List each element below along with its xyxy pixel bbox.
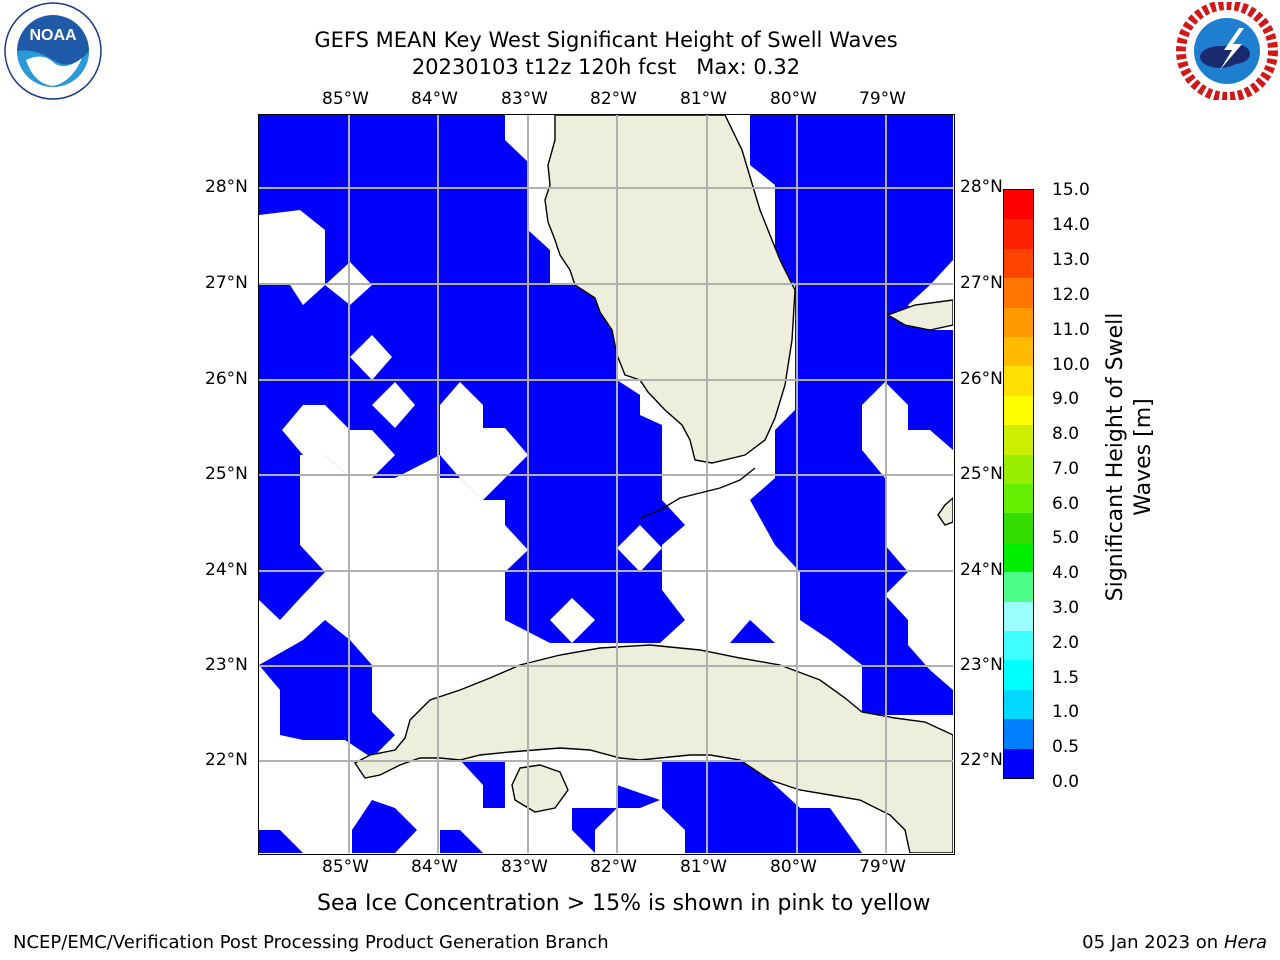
colorbar-segment [1004,542,1033,573]
colorbar-segment [1004,307,1033,337]
chart-title: GEFS MEAN Key West Significant Height of… [314,28,898,52]
nws-logo [1176,0,1278,102]
colorbar-segment [1004,366,1033,396]
colorbar-segment [1004,278,1033,308]
colorbar-tick-9: 9.0 [1052,389,1080,409]
map-panel [258,114,955,855]
lat-label-right-26: 26°N [960,369,1003,389]
lon-label-top-81: 81°W [680,89,727,109]
lon-label-top-83: 83°W [501,89,548,109]
colorbar-segment [1004,483,1033,514]
colorbar-tick-3: 3.0 [1052,598,1080,618]
lon-label-top-79: 79°W [859,89,906,109]
lon-label-bottom-84: 84°W [411,857,458,877]
land [353,115,954,854]
lat-label-left-25: 25°N [205,464,248,484]
colorbar-segment [1004,189,1033,220]
chart-subtitle: 20230103 t12z 120h fcst Max: 0.32 [411,55,801,79]
lat-label-right-22: 22°N [960,750,1003,770]
lon-label-bottom-79: 79°W [859,857,906,877]
graticule [259,115,953,853]
colorbar-tick-5: 5.0 [1052,528,1080,548]
colorbar-tick-14: 14.0 [1052,215,1090,235]
colorbar-segment [1004,219,1033,249]
lat-label-left-23: 23°N [205,655,248,675]
colorbar-segment [1004,630,1033,661]
colorbar-segment [1004,248,1033,279]
lat-label-left-26: 26°N [205,369,248,389]
lat-label-right-27: 27°N [960,273,1003,293]
lat-label-right-28: 28°N [960,177,1003,197]
lon-label-top-82: 82°W [590,89,637,109]
colorbar-segment [1004,513,1033,543]
colorbar-segment [1004,719,1033,749]
colorbar-tick-10: 10.0 [1052,355,1090,375]
lat-label-left-27: 27°N [205,273,248,293]
colorbar-tick-12: 12.0 [1052,285,1090,305]
colorbar-segment [1004,689,1033,720]
footer-date: 05 Jan 2023 on Hera [1082,932,1267,953]
lon-label-bottom-80: 80°W [770,857,817,877]
colorbar-label: Significant Height of Swell Waves [m] [1103,312,1156,602]
colorbar-tick-1: 1.0 [1052,702,1080,722]
lon-label-top-80: 80°W [770,89,817,109]
colorbar-segment [1004,336,1033,367]
colorbar-segment [1004,572,1033,602]
colorbar-tick-4: 4.0 [1052,563,1080,583]
colorbar-tick-1-5: 1.5 [1052,668,1080,688]
colorbar-segment [1004,454,1033,484]
colorbar-segment [1004,660,1033,690]
lon-label-top-84: 84°W [411,89,458,109]
lat-label-left-22: 22°N [205,750,248,770]
colorbar-tick-0-5: 0.5 [1052,737,1080,757]
lat-label-right-25: 25°N [960,464,1003,484]
svg-text:NOAA: NOAA [29,27,77,44]
colorbar-tick-13: 13.0 [1052,250,1090,270]
swell-height-map [259,115,954,854]
lon-label-bottom-82: 82°W [590,857,637,877]
footer-host: Hera [1223,932,1267,953]
colorbar-segment [1004,425,1033,455]
colorbar [1003,189,1034,779]
colorbar-segment [1004,748,1033,778]
colorbar-tick-15: 15.0 [1052,180,1090,200]
colorbar-tick-11: 11.0 [1052,320,1090,340]
sea-ice-note: Sea Ice Concentration > 15% is shown in … [317,891,931,916]
footer-date-text: 05 Jan 2023 on [1082,932,1224,953]
lon-label-top-85: 85°W [322,89,369,109]
lat-label-right-24: 24°N [960,560,1003,580]
colorbar-tick-2: 2.0 [1052,633,1080,653]
lat-label-right-23: 23°N [960,655,1003,675]
colorbar-segment [1004,601,1033,631]
colorbar-tick-8: 8.0 [1052,424,1080,444]
colorbar-tick-7: 7.0 [1052,459,1080,479]
lon-label-bottom-85: 85°W [322,857,369,877]
colorbar-segment [1004,395,1033,426]
colorbar-tick-6: 6.0 [1052,494,1080,514]
lon-label-bottom-81: 81°W [680,857,727,877]
no-data-holes [282,262,662,643]
florida-keys [639,467,756,519]
footer-credit: NCEP/EMC/Verification Post Processing Pr… [13,932,609,953]
lon-label-bottom-83: 83°W [501,857,548,877]
lat-label-left-28: 28°N [205,177,248,197]
lat-label-left-24: 24°N [205,560,248,580]
colorbar-tick-0: 0.0 [1052,772,1080,792]
noaa-logo: NOAA [2,2,104,100]
